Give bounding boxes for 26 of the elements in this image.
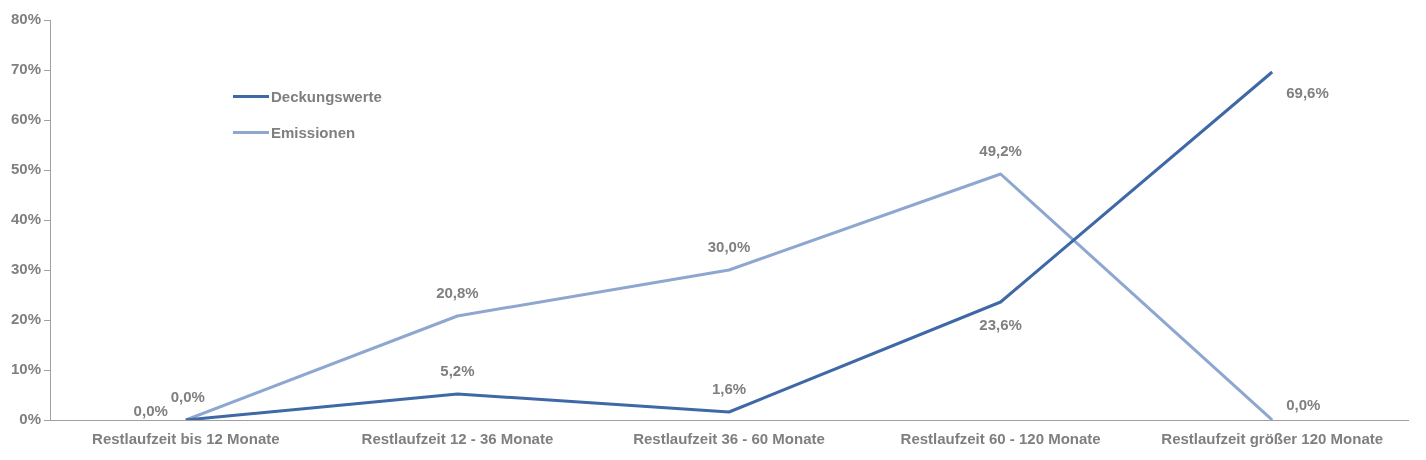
y-tick-label: 80% bbox=[10, 10, 42, 28]
data-label: 69,6% bbox=[1286, 84, 1329, 102]
y-tick-label: 30% bbox=[10, 260, 42, 278]
y-tick-label: 60% bbox=[10, 110, 42, 128]
y-tick-label: 10% bbox=[10, 360, 42, 378]
x-tick-label: Restlaufzeit größer 120 Monate bbox=[1161, 430, 1384, 448]
data-label: 1,6% bbox=[711, 380, 747, 398]
x-tick-label: Restlaufzeit 12 - 36 Monate bbox=[361, 430, 554, 448]
data-label: 49,2% bbox=[979, 142, 1022, 160]
data-label: 30,0% bbox=[707, 238, 751, 256]
data-label: 0,0% bbox=[170, 388, 205, 406]
legend-label: Deckungswerte bbox=[271, 87, 382, 105]
x-tick-label: Restlaufzeit bis 12 Monate bbox=[92, 430, 280, 448]
x-tick-label: Restlaufzeit 36 - 60 Monate bbox=[633, 430, 825, 448]
data-label: 20,8% bbox=[436, 284, 479, 302]
data-label: 0,0% bbox=[1286, 396, 1321, 414]
y-tick-label: 0% bbox=[19, 410, 42, 428]
y-tick-label: 40% bbox=[10, 210, 42, 228]
y-tick-label: 50% bbox=[10, 160, 42, 178]
data-label: 0,0% bbox=[133, 402, 168, 420]
data-label: 5,2% bbox=[440, 362, 475, 380]
legend-label: Emissionen bbox=[271, 123, 356, 141]
y-tick-label: 70% bbox=[10, 60, 42, 78]
data-label: 23,6% bbox=[979, 316, 1022, 334]
x-tick-label: Restlaufzeit 60 - 120 Monate bbox=[900, 430, 1101, 448]
y-tick-label: 20% bbox=[10, 310, 42, 328]
